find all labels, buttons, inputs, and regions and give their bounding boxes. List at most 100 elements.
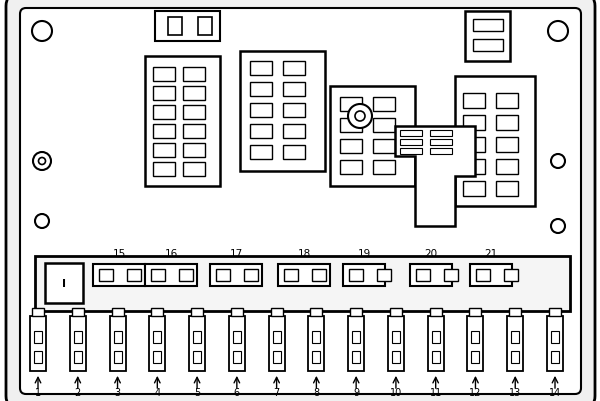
Circle shape (32, 22, 52, 42)
Bar (431, 351, 440, 363)
Bar (233, 351, 241, 363)
Bar (400, 149, 422, 155)
Bar (350, 308, 362, 316)
Text: 14: 14 (549, 387, 561, 397)
Text: 5: 5 (194, 387, 200, 397)
Bar (283, 62, 305, 76)
Bar (183, 125, 205, 139)
Text: 13: 13 (509, 387, 521, 397)
Bar (496, 94, 518, 109)
Bar (416, 269, 430, 281)
Bar (250, 146, 272, 160)
Bar (373, 140, 395, 154)
Bar (34, 331, 42, 343)
Bar (272, 331, 281, 343)
Bar (110, 316, 125, 371)
Bar (504, 269, 518, 281)
Bar (476, 269, 490, 281)
Bar (496, 116, 518, 131)
Bar (373, 119, 395, 133)
Circle shape (548, 22, 568, 42)
Bar (388, 316, 404, 371)
Bar (74, 331, 82, 343)
Bar (430, 131, 452, 137)
Bar (154, 331, 161, 343)
Circle shape (348, 105, 372, 129)
Bar (463, 116, 485, 131)
Circle shape (33, 153, 51, 170)
Bar (45, 263, 83, 303)
Text: 12: 12 (469, 387, 482, 397)
Bar (35, 256, 570, 311)
Bar (463, 182, 485, 196)
Bar (34, 351, 42, 363)
Bar (392, 331, 400, 343)
Text: 7: 7 (274, 387, 280, 397)
Text: I: I (62, 278, 66, 288)
Bar (151, 269, 165, 281)
Bar (145, 57, 220, 186)
Bar (183, 106, 205, 120)
Bar (463, 160, 485, 174)
FancyBboxPatch shape (6, 0, 595, 401)
Bar (400, 140, 422, 146)
Bar (455, 77, 535, 207)
Bar (189, 316, 205, 371)
Bar (155, 12, 220, 42)
Bar (496, 138, 518, 153)
Bar (496, 182, 518, 196)
Bar (72, 308, 84, 316)
Text: 11: 11 (430, 387, 442, 397)
Bar (183, 144, 205, 158)
Bar (511, 351, 519, 363)
Bar (313, 331, 320, 343)
Bar (112, 308, 124, 316)
Bar (410, 264, 452, 286)
Bar (283, 83, 305, 97)
Text: 21: 21 (484, 248, 497, 258)
Bar (145, 264, 197, 286)
Bar (210, 264, 262, 286)
Bar (473, 20, 503, 32)
Bar (283, 125, 305, 139)
Bar (284, 269, 298, 281)
Bar (343, 264, 385, 286)
Bar (390, 308, 402, 316)
Bar (113, 331, 122, 343)
Bar (472, 331, 479, 343)
Text: 20: 20 (424, 248, 437, 258)
Bar (313, 351, 320, 363)
Bar (93, 264, 145, 286)
Bar (179, 269, 193, 281)
Bar (509, 308, 521, 316)
Bar (113, 351, 122, 363)
Bar (272, 351, 281, 363)
Bar (549, 308, 561, 316)
Text: 3: 3 (115, 387, 121, 397)
Bar (153, 144, 175, 158)
Bar (377, 269, 391, 281)
Bar (470, 264, 512, 286)
Bar (240, 52, 325, 172)
Bar (183, 68, 205, 82)
Bar (153, 162, 175, 176)
Text: 19: 19 (358, 248, 371, 258)
Bar (193, 351, 201, 363)
Bar (392, 351, 400, 363)
Bar (473, 40, 503, 52)
Bar (465, 12, 510, 62)
Bar (352, 351, 360, 363)
Bar (30, 316, 46, 371)
Bar (551, 331, 559, 343)
Bar (250, 83, 272, 97)
Circle shape (551, 155, 565, 168)
Circle shape (551, 219, 565, 233)
Bar (340, 119, 362, 133)
Bar (349, 269, 363, 281)
Bar (244, 269, 258, 281)
FancyBboxPatch shape (20, 9, 581, 394)
Bar (463, 94, 485, 109)
Bar (310, 308, 322, 316)
Bar (153, 125, 175, 139)
Bar (467, 316, 484, 371)
